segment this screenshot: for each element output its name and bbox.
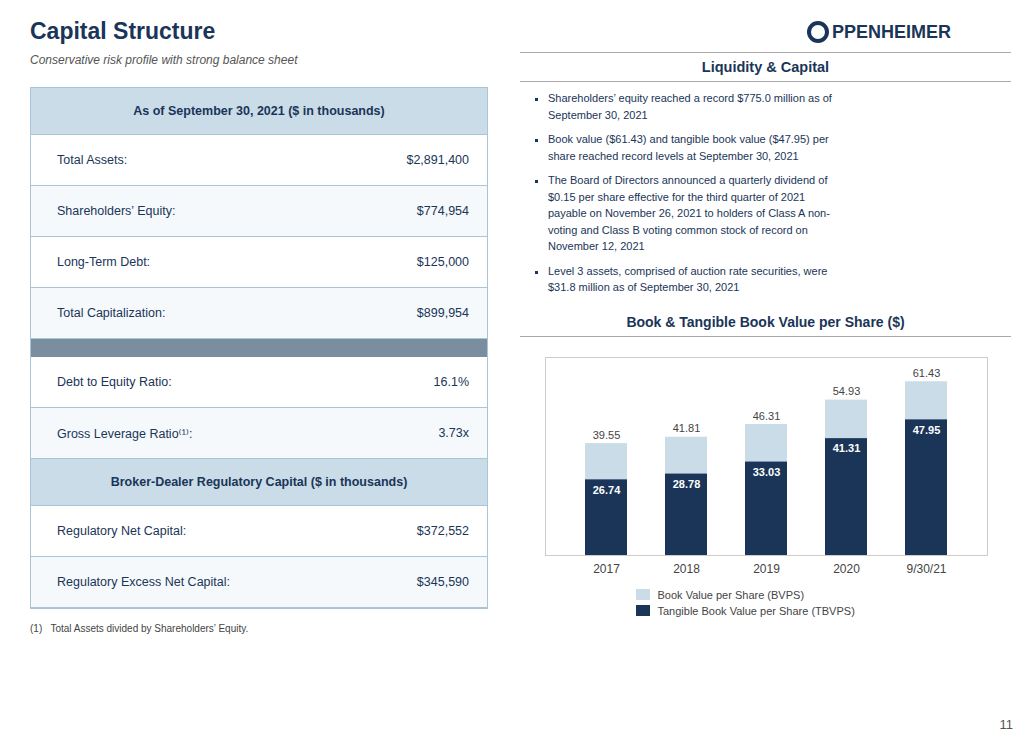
html-text:$899,954: $899,954	[416, 306, 469, 320]
html-text:Tangible Book Value per Share: Tangible Book Value per Share (TBVPS)	[657, 604, 855, 617]
html-text:Broker-Dealer Regulatory Capit: Broker-Dealer Regulatory Capital ($ in t…	[110, 475, 408, 489]
html-text:Total Assets:: Total Assets:	[57, 153, 128, 167]
html-text:Book Value per Share (BVPS): Book Value per Share (BVPS)	[657, 588, 804, 601]
svg-text:39.55: 39.55	[592, 428, 620, 440]
html-text:$372,552: $372,552	[416, 524, 469, 538]
svg-text:41.31: 41.31	[832, 442, 860, 454]
svg-text:41.81: 41.81	[672, 422, 700, 434]
svg-text:46.31: 46.31	[752, 409, 780, 421]
svg-text:33.03: 33.03	[752, 465, 780, 477]
html-text:Book value ($61.43) and tangib: Book value ($61.43) and tangible book va…	[548, 133, 829, 162]
html-text:Regulatory Net Capital:: Regulatory Net Capital:	[57, 524, 187, 538]
html-text:Shareholders’ equity reached a: Shareholders’ equity reached a record $7…	[548, 92, 832, 121]
svg-text:26.74: 26.74	[592, 483, 620, 495]
html-text:Capital Structure: Capital Structure	[30, 18, 216, 44]
html-text:(1) Total Assets divided by Sh: (1) Total Assets divided by Shareholders…	[30, 623, 249, 634]
svg-text:2017: 2017	[593, 562, 620, 576]
svg-text:54.93: 54.93	[832, 385, 860, 397]
svg-text:28.78: 28.78	[672, 477, 700, 489]
svg-text:61.43: 61.43	[912, 366, 940, 378]
html-text:PPENHEIMER: PPENHEIMER	[832, 21, 951, 42]
html-text:Shareholders’ Equity:: Shareholders’ Equity:	[57, 204, 176, 218]
html-text:$125,000: $125,000	[416, 255, 469, 269]
html-text:Total Capitalization:: Total Capitalization:	[57, 306, 166, 320]
html-text:Gross Leverage Ratio⁽¹⁾:: Gross Leverage Ratio⁽¹⁾:	[57, 426, 193, 441]
html-text:Long-Term Debt:: Long-Term Debt:	[57, 255, 151, 269]
html-text:11: 11	[999, 717, 1013, 732]
html-text:Conservative risk profile with: Conservative risk profile with strong ba…	[30, 53, 298, 67]
svg-text:47.95: 47.95	[912, 423, 940, 435]
html-text:Book & Tangible Book Value per: Book & Tangible Book Value per Share ($)	[626, 313, 905, 330]
svg-text:2019: 2019	[753, 562, 780, 576]
html-text:Level 3 assets, comprised of a: Level 3 assets, comprised of auction rat…	[548, 264, 828, 293]
html-text:3.73x: 3.73x	[438, 426, 469, 440]
svg-text:2020: 2020	[833, 562, 860, 576]
html-text:The Board of Directors announc: The Board of Directors announced a quart…	[548, 174, 830, 252]
html-text:$774,954: $774,954	[416, 204, 469, 218]
svg-text:2018: 2018	[673, 562, 700, 576]
html-text:Regulatory Excess Net Capital:: Regulatory Excess Net Capital:	[57, 575, 230, 589]
svg-text:9/30/21: 9/30/21	[906, 562, 946, 576]
html-text:Liquidity & Capital: Liquidity & Capital	[701, 59, 830, 75]
html-text:$345,590: $345,590	[416, 575, 469, 589]
html-text:$2,891,400: $2,891,400	[406, 153, 469, 167]
html-text:As of September 30, 2021 ($ in: As of September 30, 2021 ($ in thousands…	[133, 104, 385, 118]
html-text:Debt to Equity Ratio:: Debt to Equity Ratio:	[57, 375, 172, 389]
html-text:16.1%: 16.1%	[433, 375, 469, 389]
